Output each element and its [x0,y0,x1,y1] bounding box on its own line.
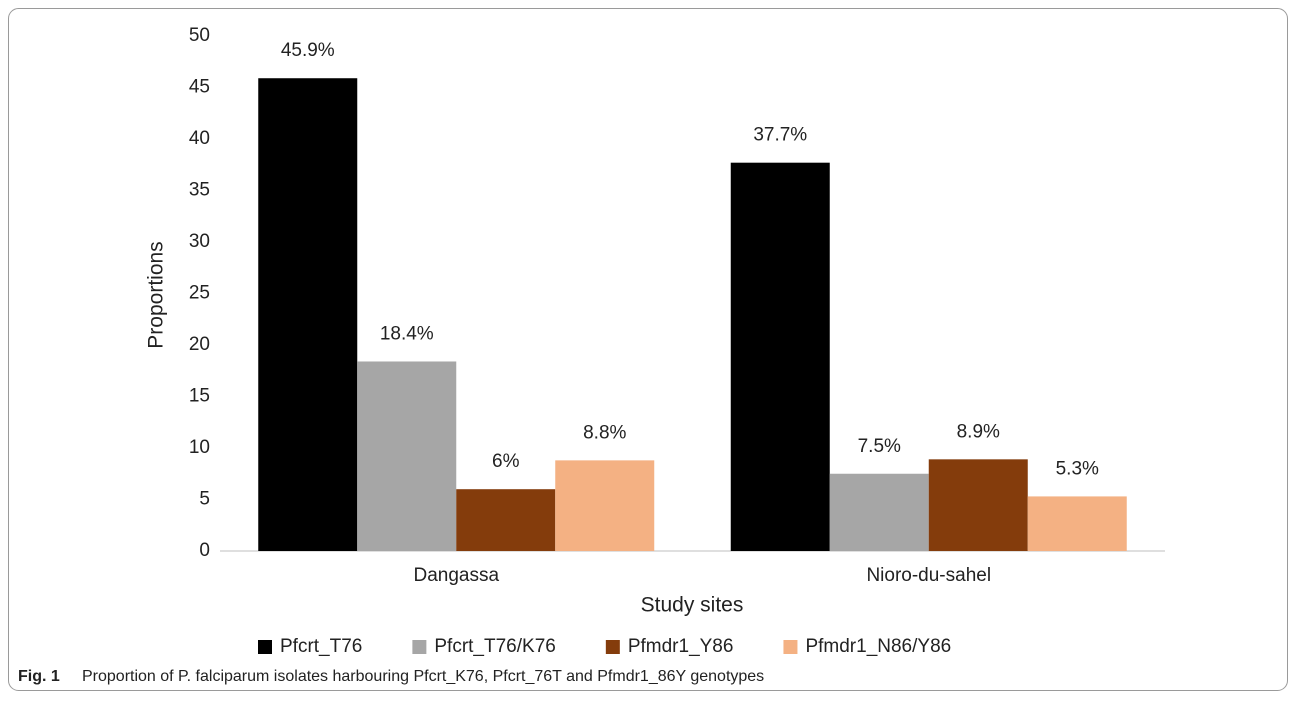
y-tick-label: 30 [189,231,210,252]
y-axis-title: Proportions [145,241,168,348]
bar [928,459,1028,551]
y-tick-label: 10 [189,437,210,458]
y-tick-label: 15 [189,386,210,407]
bar [357,361,457,551]
bar [258,78,358,551]
legend-label: Pfmdr1_N86/Y86 [805,636,951,657]
data-label: 7.5% [858,436,901,457]
bar [829,473,929,551]
figure-border [8,8,1288,691]
legend-label: Pfcrt_T76 [280,636,362,657]
bar [555,460,655,551]
data-label: 8.9% [957,421,1000,442]
legend-swatch [605,640,620,654]
bar [1027,496,1127,551]
data-label: 37.7% [753,125,807,146]
data-label: 6% [492,451,520,472]
caption-label: Fig. 1 [18,668,60,685]
y-tick-label: 35 [189,180,210,201]
caption-text: Proportion of P. falciparum isolates har… [82,668,764,685]
legend-label: Pfcrt_T76/K76 [434,636,555,657]
legend-label: Pfmdr1_Y86 [628,636,734,657]
x-axis-title: Study sites [641,594,744,617]
x-tick-label: Nioro-du-sahel [866,565,991,586]
y-tick-label: 45 [189,77,210,98]
y-tick-label: 0 [199,540,210,561]
legend-swatch [258,640,272,654]
data-label: 18.4% [380,323,434,344]
bar [456,489,556,551]
y-tick-label: 25 [189,283,210,304]
legend-swatch [412,640,427,654]
bar [730,162,830,551]
legend-swatch [783,640,798,654]
y-tick-label: 20 [189,334,210,355]
data-label: 5.3% [1056,458,1099,479]
data-label: 8.8% [583,422,626,443]
y-tick-label: 50 [189,25,210,46]
y-tick-label: 5 [199,489,210,510]
x-tick-label: Dangassa [413,565,499,586]
data-label: 45.9% [281,40,335,61]
y-tick-label: 40 [189,128,210,149]
